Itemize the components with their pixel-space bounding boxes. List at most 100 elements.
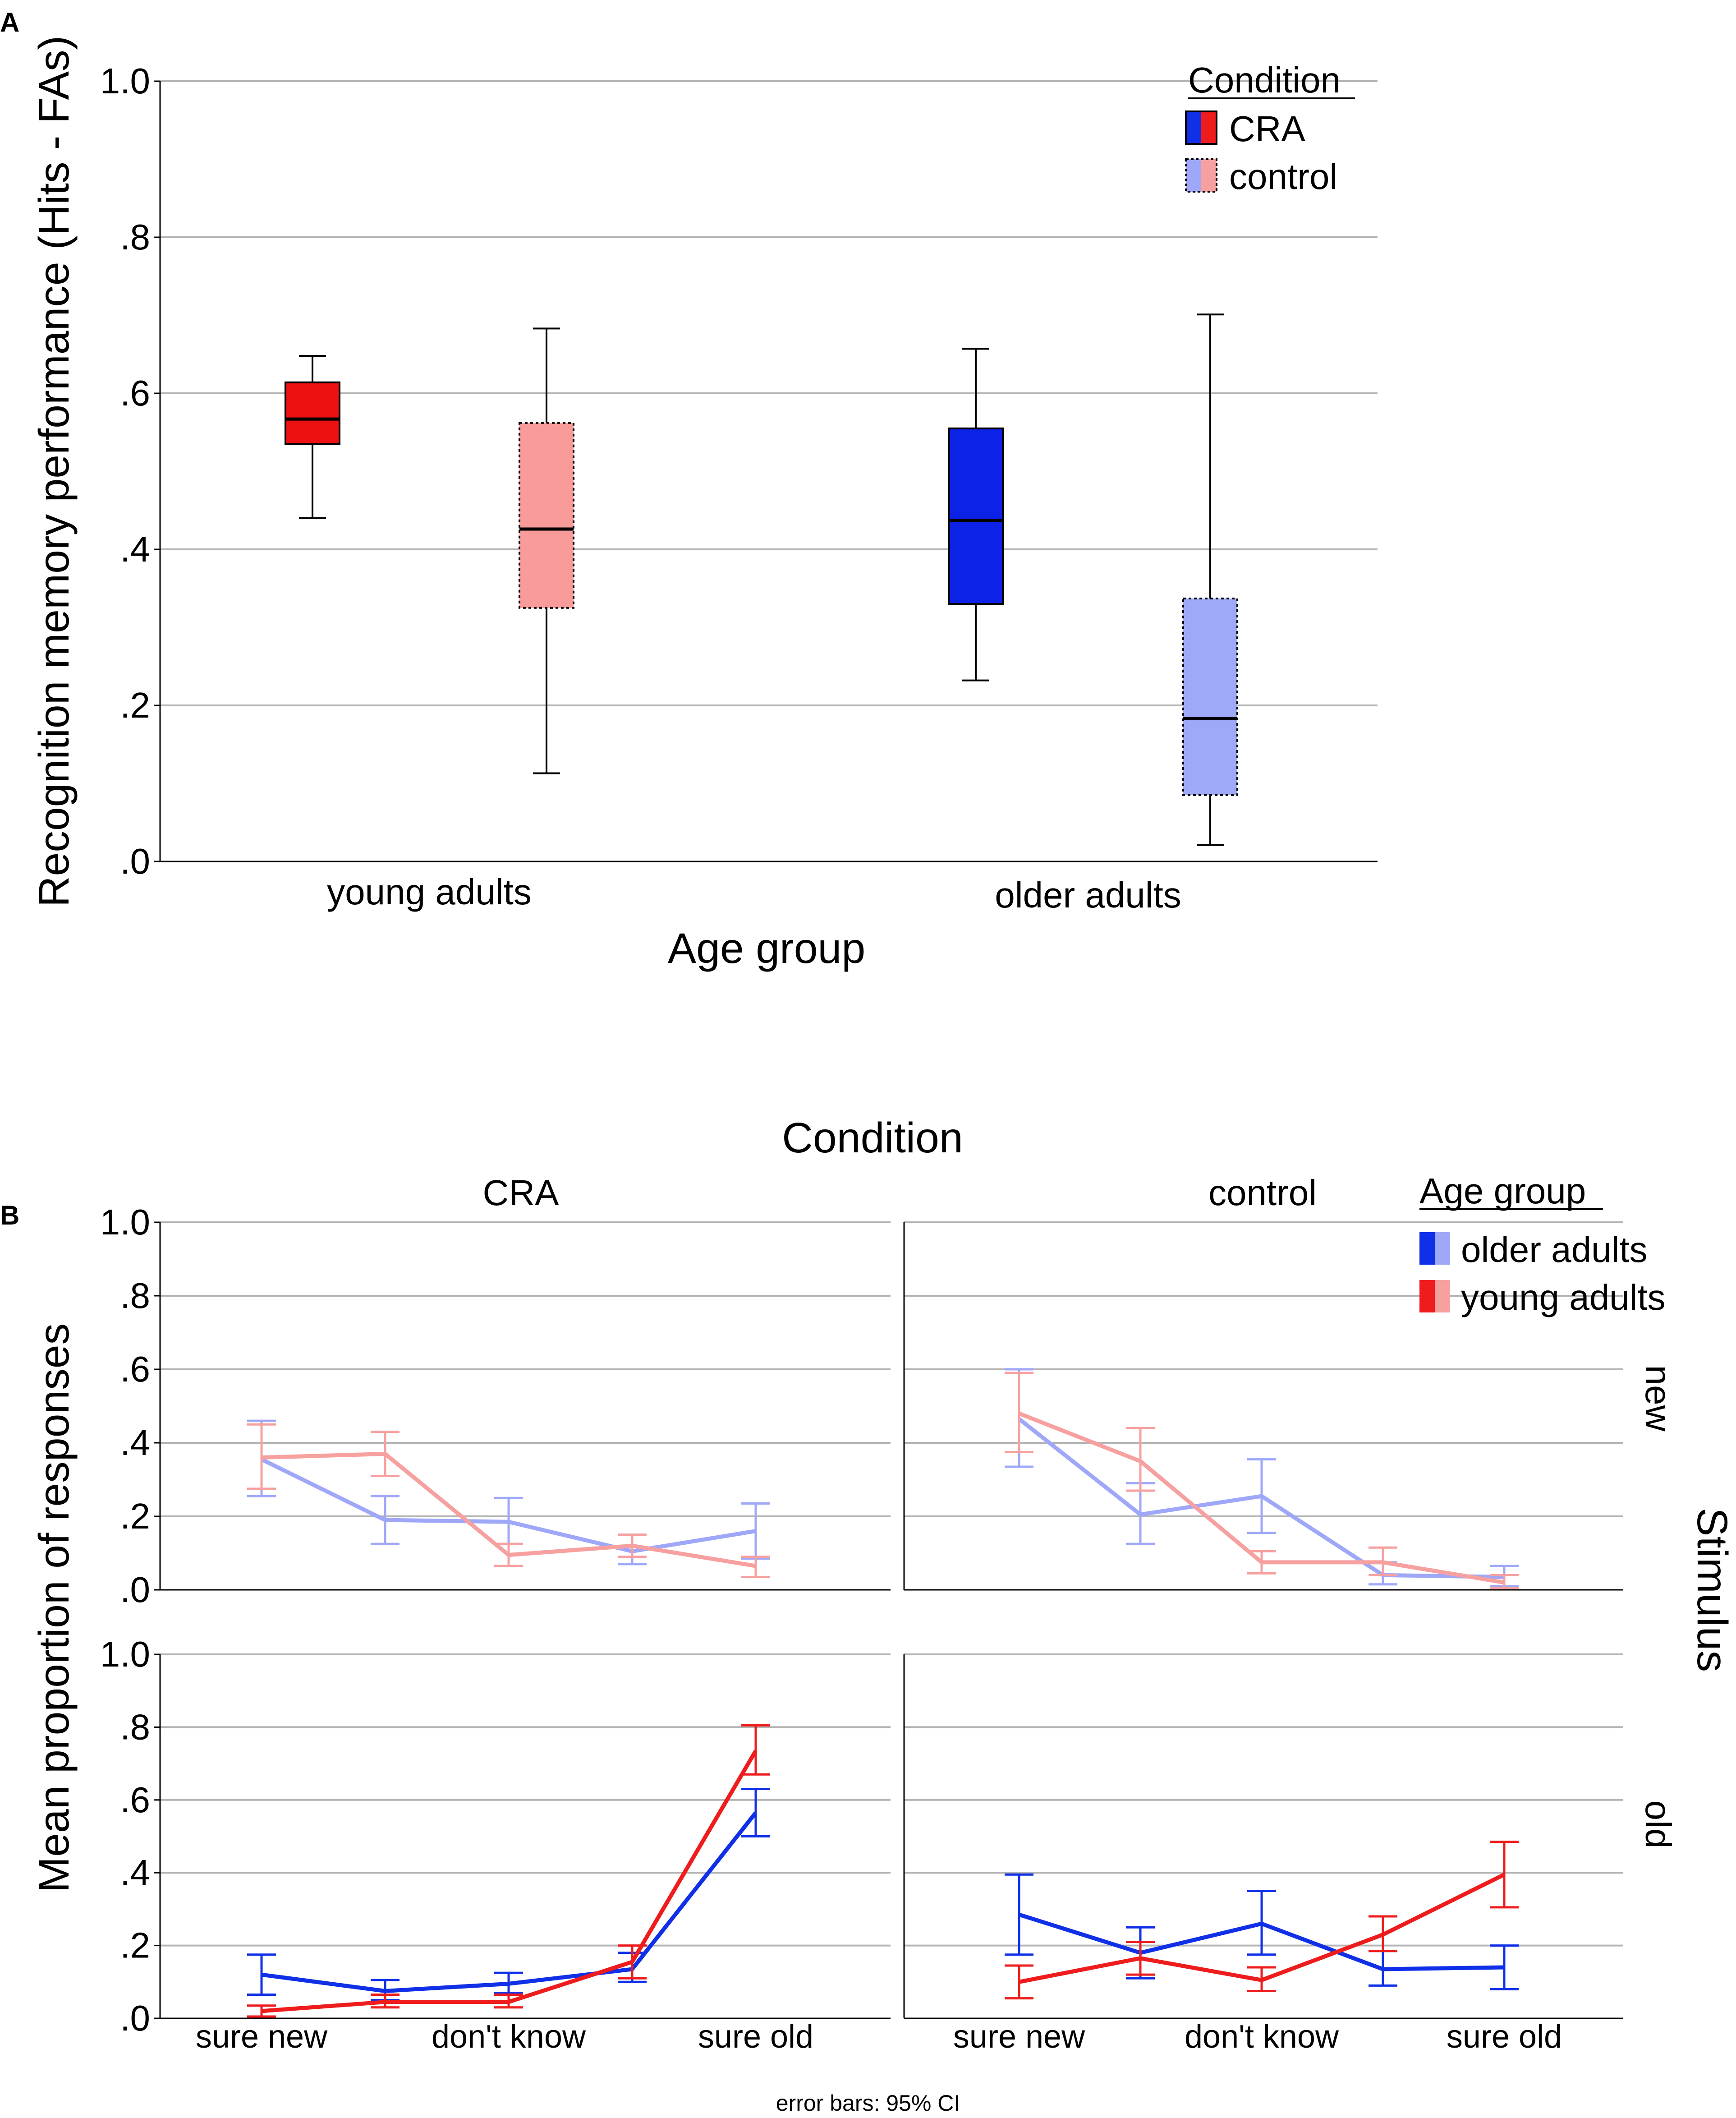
data-point xyxy=(508,1521,509,1523)
panel-b-y-tick-label: .0 xyxy=(120,1998,150,2038)
panel-a-gridlines xyxy=(160,80,1378,706)
legend-swatch-light xyxy=(1435,1232,1450,1265)
legend-swatch-left xyxy=(1186,159,1201,192)
panel-a-x-tick-label: young adults xyxy=(327,872,532,912)
data-point xyxy=(385,2001,386,2003)
series-young-adults xyxy=(1005,1841,1519,2000)
panel-a-x-tick-labels: young adults older adults xyxy=(327,872,1181,915)
error-bar xyxy=(1247,1966,1276,1992)
panel-b-row-title: Stimulus xyxy=(1688,1508,1736,1672)
error-bar xyxy=(618,1533,647,1558)
panel-a-x-axis-title: Age group xyxy=(668,925,865,972)
data-point xyxy=(508,1983,509,1984)
data-point xyxy=(1382,1934,1383,1935)
error-bar xyxy=(1005,1873,1033,1956)
error-bar xyxy=(371,1994,400,2009)
data-point xyxy=(261,1974,262,1975)
panel-b-y-tick-label: .4 xyxy=(120,1423,150,1463)
subplot-frame-r1-c1 xyxy=(903,1653,1623,2019)
panel-b-label: B xyxy=(0,1200,19,1230)
panel-b-y-tick-label: .0 xyxy=(120,1570,150,1610)
panel-b-x-tick-label: sure old xyxy=(1447,2019,1562,2055)
panel-b-y-tick-label: .6 xyxy=(120,1349,150,1389)
subplot-control-old xyxy=(1005,1841,1519,2000)
panel-b-row-label-old: old xyxy=(1638,1800,1678,1849)
subplot-control-new xyxy=(1005,1368,1519,1589)
legend-label: older adults xyxy=(1461,1229,1648,1270)
panel-a-y-tick-label: .0 xyxy=(120,841,150,881)
panel-a-boxplot: A .0 .2 .4 .6 .8 1.0 young adults older adults… xyxy=(0,7,1378,972)
data-point xyxy=(1382,1969,1383,1970)
data-point xyxy=(385,1990,386,1992)
series-young-adults xyxy=(247,1724,770,2018)
legend-title-condition: Condition xyxy=(1188,60,1341,100)
data-point xyxy=(1504,1967,1505,1968)
error-bar xyxy=(371,1495,400,1545)
panel-b-x-tick-label: sure new xyxy=(196,2019,328,2055)
box-older-adults-cra xyxy=(948,348,1004,681)
legend-title-age-group: Age group xyxy=(1419,1171,1586,1211)
legend-item-older-adults: older adults xyxy=(1419,1229,1648,1270)
subplot-frame-r1-c0: .0 .2 .4 .6 .8 1.0 xyxy=(100,1634,891,2038)
legend-swatch-border xyxy=(1185,111,1217,145)
error-bar xyxy=(1369,1546,1397,1576)
data-point xyxy=(385,1519,386,1521)
subplot-cra-new xyxy=(247,1419,770,1578)
panel-a-x-tick-label: older adults xyxy=(995,875,1181,915)
box-iqr xyxy=(948,427,1004,605)
data-point xyxy=(261,2010,262,2012)
panel-a-y-tick-label: 1.0 xyxy=(100,61,150,101)
panel-b-col-label-control: control xyxy=(1208,1173,1317,1213)
panel-b-y-axis-title: Mean proportion of responses xyxy=(30,1323,78,1892)
panel-b-x-tick-label: sure old xyxy=(698,2019,813,2055)
panel-b-y-tick-label: .2 xyxy=(120,1496,150,1536)
subplot-cra-old xyxy=(247,1724,770,2018)
panel-a-legend: Condition CRA control xyxy=(1185,60,1355,197)
data-point xyxy=(1140,1460,1141,1462)
box-iqr xyxy=(285,381,340,445)
data-point xyxy=(385,1453,386,1455)
box-young-adults-cra xyxy=(285,355,340,519)
data-point xyxy=(1382,1561,1383,1563)
data-point xyxy=(632,1545,633,1547)
footnote-error-bars: error bars: 95% CI xyxy=(776,2090,960,2116)
legend-item-control: control xyxy=(1185,157,1337,197)
panel-b-x-tick-label: sure new xyxy=(953,2019,1085,2055)
data-point xyxy=(1504,1874,1505,1875)
panel-a-y-tick-label: .8 xyxy=(120,217,150,257)
data-point xyxy=(1140,1957,1141,1959)
panel-b-y-tick-label: .4 xyxy=(120,1852,150,1892)
panel-b-subplots: .0 .2 .4 .6 .8 1.0 .0 .2 .4 .6 .8 1.0 sure new don't … xyxy=(100,1202,1623,2055)
legend-label: CRA xyxy=(1229,109,1306,149)
data-point xyxy=(1019,1914,1020,1915)
data-point xyxy=(755,1565,756,1567)
panel-b-legend-items: older adults young adults xyxy=(1419,1229,1666,1317)
error-bar xyxy=(1005,1964,1033,2000)
data-point xyxy=(1261,1561,1262,1563)
panel-b-y-tick-label: .8 xyxy=(120,1707,150,1747)
error-bar xyxy=(1126,1941,1155,1976)
panel-b-y-tick-label: .2 xyxy=(120,1925,150,1966)
error-bar xyxy=(247,1953,276,1996)
data-point xyxy=(1019,1413,1020,1414)
error-bar xyxy=(247,2004,276,2018)
error-bar xyxy=(247,1423,276,1490)
error-bar xyxy=(494,1542,523,1567)
data-point xyxy=(1140,1514,1141,1515)
panel-a-y-tick-label: .6 xyxy=(120,373,150,413)
error-bar xyxy=(1247,1458,1276,1534)
error-bar xyxy=(1247,1550,1276,1575)
legend-label: young adults xyxy=(1461,1277,1666,1317)
panel-b-legend: Age group older adults young adults xyxy=(1419,1171,1666,1317)
legend-swatch-left xyxy=(1186,111,1201,144)
panel-b-x-tick-label: don't know xyxy=(1185,2019,1339,2055)
series-older-adults xyxy=(247,1788,770,2002)
panel-b-x-tick-labels-col1: sure new don't know sure old xyxy=(953,2019,1562,2055)
legend-swatch-right xyxy=(1201,111,1217,144)
panel-b-y-tick-label: 1.0 xyxy=(100,1634,150,1674)
legend-swatch-right xyxy=(1201,159,1217,192)
panel-b-y-tick-label: .6 xyxy=(120,1780,150,1820)
error-bar xyxy=(1005,1372,1033,1453)
legend-swatch-border xyxy=(1185,158,1217,193)
data-point xyxy=(755,1812,756,1814)
